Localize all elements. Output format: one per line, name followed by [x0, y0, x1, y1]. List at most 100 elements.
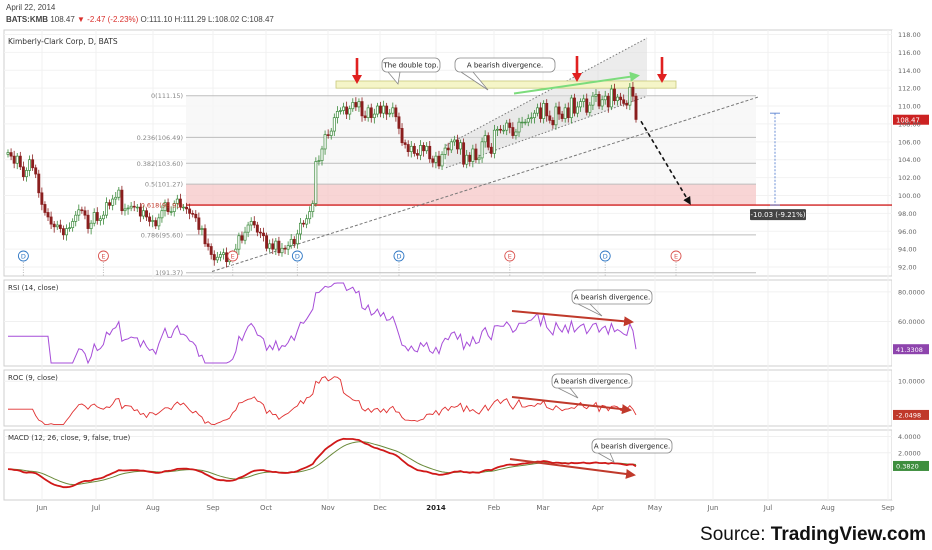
- x-tick-label: Sep: [206, 504, 220, 512]
- macd-signal-line: [8, 441, 637, 486]
- candle-body: [520, 121, 524, 124]
- source-caption: Source: TradingView.com: [700, 524, 926, 546]
- candle-body: [206, 243, 210, 247]
- candle-body: [299, 222, 302, 235]
- candle-body: [394, 107, 398, 118]
- y-tick-label: 116.00: [898, 49, 921, 57]
- dividend-marker: [17, 250, 29, 262]
- candle-body: [215, 256, 219, 261]
- candle-body: [135, 206, 139, 209]
- projection-label-bg: [750, 209, 806, 221]
- candle-body: [391, 107, 395, 114]
- y-tick-label: 114.00: [898, 67, 921, 75]
- candle-body: [425, 145, 429, 152]
- candle-body: [154, 220, 158, 227]
- candle-body: [465, 154, 469, 165]
- earnings-marker: [227, 250, 239, 262]
- roc-tick-label: 10.0000: [898, 378, 925, 386]
- candle-body: [166, 202, 170, 212]
- x-tick-label: 2014: [426, 504, 446, 512]
- retracement-zone: [186, 184, 756, 206]
- roc-value-label: -2.0498: [896, 412, 921, 420]
- candle-body: [468, 154, 472, 162]
- candle-body: [406, 144, 410, 153]
- candle-body: [274, 240, 278, 250]
- candle-body: [243, 231, 247, 241]
- candle-body: [71, 221, 75, 229]
- candle-body: [262, 232, 265, 237]
- x-tick-label: Apr: [592, 504, 604, 512]
- candle-body: [471, 148, 475, 162]
- roc-title: ROC (9, close): [8, 374, 58, 382]
- candle-body: [34, 167, 38, 175]
- candle-body: [200, 228, 204, 230]
- candle-body: [280, 247, 284, 254]
- candle-body: [545, 103, 549, 117]
- candle-body: [58, 224, 62, 229]
- y-tick-label: 96.00: [898, 228, 917, 236]
- candle-body: [197, 217, 201, 230]
- event-label: D: [396, 253, 401, 261]
- x-tick-label: Aug: [146, 504, 160, 512]
- header-date: April 22, 2014: [6, 3, 56, 12]
- double-top-callout-tail: [387, 71, 401, 85]
- candle-body: [249, 221, 253, 226]
- candle-body: [462, 142, 466, 165]
- candle-body: [563, 107, 567, 119]
- fib-label: 1(91.37): [155, 269, 183, 277]
- rsi-tick-label: 80.0000: [898, 288, 925, 296]
- candle-body: [385, 105, 389, 115]
- earnings-marker: [97, 250, 109, 262]
- candle-body: [363, 115, 367, 119]
- candle-body: [548, 115, 552, 121]
- candle-body: [163, 202, 167, 212]
- macd-divergence-arrow: [509, 458, 636, 479]
- candle-body: [431, 158, 435, 163]
- candle-body: [511, 127, 515, 136]
- candle-body: [323, 134, 327, 150]
- candle-body: [631, 86, 635, 97]
- channel-lower-line: [445, 95, 648, 169]
- y-tick-label: 110.00: [898, 103, 921, 111]
- y-tick-label: 92.00: [898, 264, 917, 272]
- double-top-arrow-1: [352, 58, 362, 84]
- source-prefix: Source:: [700, 524, 771, 545]
- x-tick-label: Sep: [881, 504, 895, 512]
- candle-body: [517, 121, 521, 133]
- candle-body: [120, 189, 124, 212]
- event-label: D: [603, 253, 608, 261]
- resistance-band: [335, 80, 677, 89]
- candle-body: [225, 252, 229, 263]
- candle-body: [526, 118, 530, 123]
- candle-body: [191, 213, 195, 215]
- rsi-callout-text: A bearish divergence.: [574, 294, 650, 302]
- header-open: O:111.10: [140, 15, 173, 24]
- candle-body: [12, 155, 16, 164]
- candle-body: [422, 145, 426, 152]
- candle-body: [496, 128, 499, 131]
- candle-body: [388, 112, 392, 115]
- candle-body: [440, 153, 444, 167]
- fib-label: 0(111.15): [151, 92, 183, 100]
- candle-body: [443, 147, 447, 155]
- candle-body: [354, 102, 358, 108]
- candle-body: [111, 198, 115, 206]
- candle-body: [295, 233, 299, 245]
- y-tick-label: 112.00: [898, 85, 921, 93]
- candle-body: [569, 97, 573, 119]
- candle-body: [74, 214, 78, 222]
- candle-body: [600, 99, 604, 107]
- candle-body: [357, 101, 361, 108]
- candle-body: [606, 95, 610, 108]
- candle-body: [80, 209, 84, 212]
- candle-body: [486, 135, 490, 148]
- candle-body: [625, 103, 629, 106]
- header-quote: BATS:KMB 108.47 ▼ -2.47 (-2.23%) O:111.1…: [6, 15, 274, 24]
- candle-body: [108, 202, 112, 206]
- candle-body: [505, 122, 509, 131]
- candle-body: [400, 128, 404, 144]
- candle-body: [178, 198, 182, 208]
- candle-body: [449, 141, 453, 151]
- x-tick-label: Jun: [707, 504, 719, 512]
- candle-body: [185, 206, 188, 210]
